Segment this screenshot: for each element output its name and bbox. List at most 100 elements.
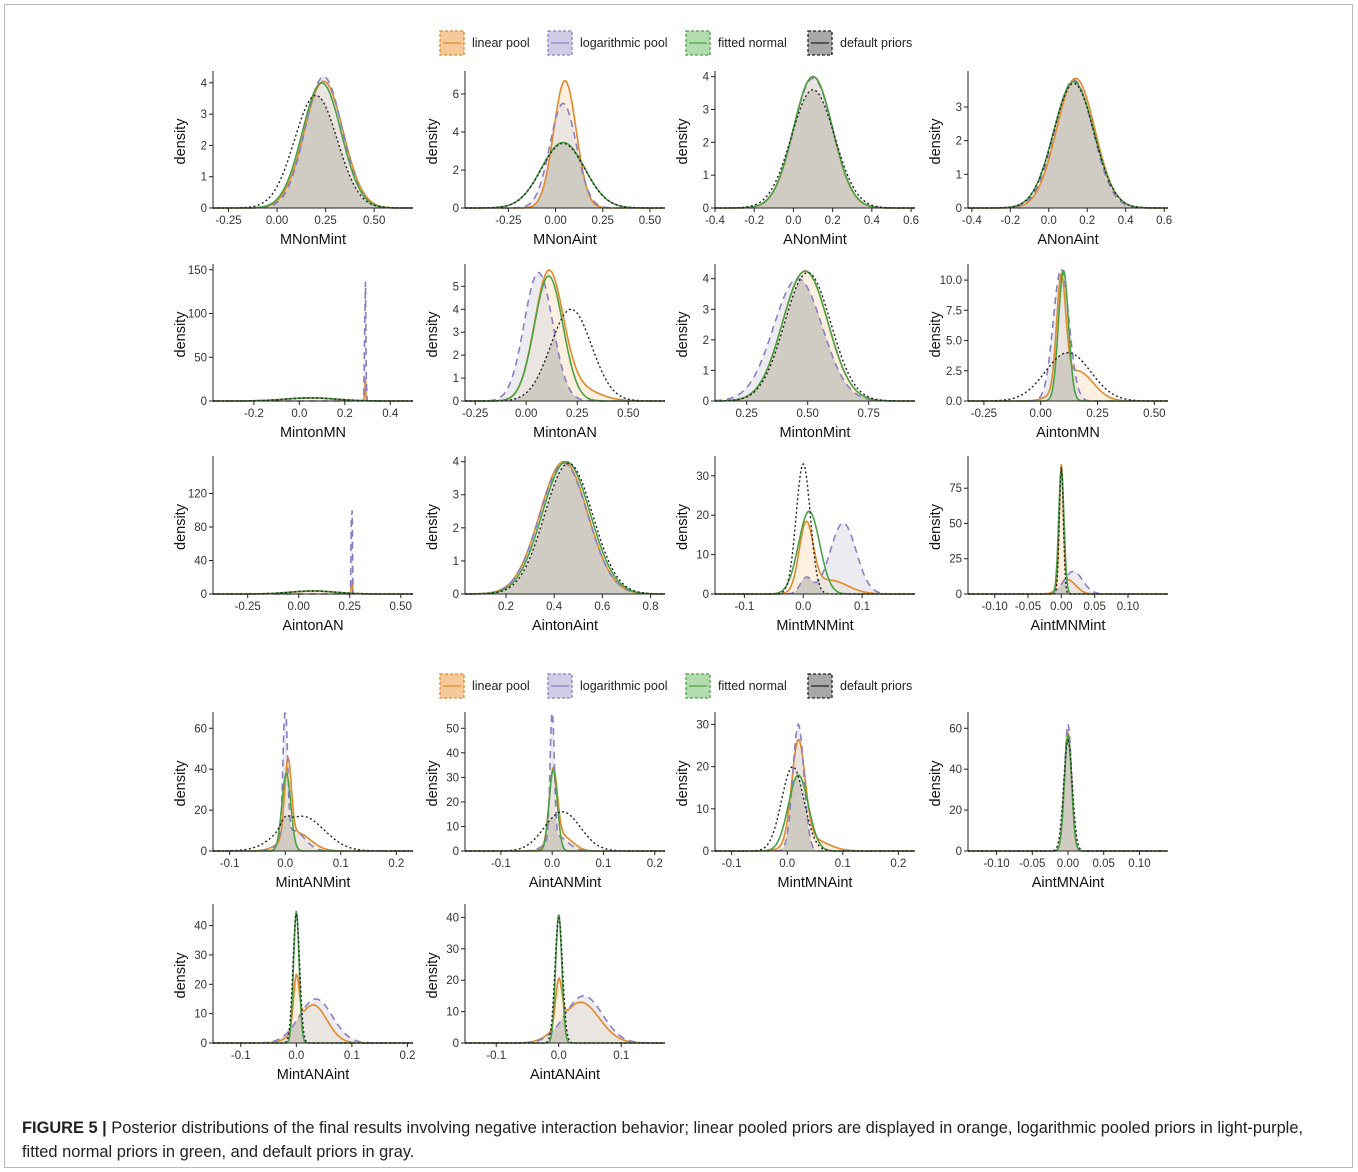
y-tick-label: 100 — [188, 309, 207, 321]
panel-MintonMN: 0 50 100 150 -0.2 0.0 0.2 0.4 MintonMN density — [173, 264, 413, 441]
y-tick-label: 40 — [194, 921, 207, 933]
line-logarithmic-pool — [715, 522, 915, 595]
x-tick-label: 0.25 — [1086, 408, 1108, 420]
x-tick-label: -0.25 — [971, 408, 997, 420]
x-axis-label: AintMNMint — [1031, 618, 1106, 634]
x-tick-label: 0.00 — [1030, 408, 1052, 420]
y-tick-label: 75 — [949, 483, 962, 495]
area-linear-pool — [465, 978, 665, 1043]
y-tick-label: 80 — [194, 522, 207, 534]
y-tick-label: 2 — [201, 140, 207, 152]
line-default-priors — [715, 766, 915, 852]
y-tick-label: 2 — [453, 350, 459, 362]
y-axis-label: density — [425, 118, 441, 165]
y-tick-label: 7.5 — [946, 305, 962, 317]
panel-AintANMint: 0 10 20 30 40 50 -0.1 0.0 0.1 0.2 AintANMint densit… — [425, 712, 665, 891]
y-tick-label: 20 — [696, 762, 709, 774]
x-axis-label: MintMNAint — [778, 875, 853, 891]
y-tick-label: 4 — [453, 457, 460, 469]
panel-MintANAint: 0 10 20 30 40 -0.1 0.0 0.1 0.2 MintANAint density — [173, 904, 415, 1083]
x-tick-label: -0.10 — [983, 858, 1009, 870]
y-tick-label: 2.5 — [946, 366, 962, 378]
y-axis-label: density — [425, 760, 441, 807]
y-tick-label: 20 — [194, 805, 207, 817]
y-tick-label: 0 — [201, 203, 207, 215]
x-tick-label: 0.50 — [639, 215, 661, 227]
caption-label: FIGURE 5 | — [22, 1119, 107, 1137]
x-tick-label: -0.05 — [1015, 601, 1041, 613]
x-tick-label: 0.00 — [1050, 601, 1072, 613]
line-fitted-normal — [465, 460, 665, 595]
figure-frame — [4, 4, 1353, 1168]
x-axis-label: AintANAint — [530, 1067, 600, 1083]
x-tick-label: 0.50 — [390, 601, 412, 613]
x-axis-label: MintMNMint — [776, 618, 853, 634]
x-tick-label: 0.6 — [594, 601, 610, 613]
y-tick-label: 0 — [703, 589, 709, 601]
x-tick-label: -0.1 — [491, 858, 511, 870]
x-tick-label: 0.0 — [291, 408, 307, 420]
x-tick-label: 0.4 — [864, 215, 881, 227]
area-overlap — [715, 89, 915, 208]
y-tick-label: 10 — [446, 1007, 459, 1019]
x-tick-label: 0.1 — [854, 601, 870, 613]
line-logarithmic-pool — [213, 281, 413, 402]
figure-panels: linear pool logarithmic pool fitted normal… — [173, 30, 1172, 1083]
legend-label-4: default priors — [840, 36, 912, 50]
legend-1: linear pool logarithmic pool fitted normal… — [439, 30, 912, 56]
area-overlap — [968, 740, 1168, 851]
x-axis-label: MintonAN — [533, 425, 597, 441]
legend-label-1: linear pool — [472, 679, 530, 693]
y-tick-label: 4 — [453, 127, 460, 139]
line-default-priors — [465, 462, 666, 595]
y-tick-label: 2 — [703, 335, 709, 347]
x-tick-label: -0.1 — [231, 1050, 251, 1062]
y-tick-label: 40 — [194, 556, 207, 568]
x-tick-label: 0.0 — [551, 1050, 567, 1062]
y-tick-label: 1 — [703, 170, 709, 182]
x-tick-label: 0.75 — [857, 408, 879, 420]
y-tick-label: 10 — [446, 821, 459, 833]
x-axis-label: ANonAint — [1037, 232, 1098, 248]
y-tick-label: 5.0 — [946, 336, 962, 348]
x-tick-label: 0.00 — [1057, 858, 1079, 870]
legend-label-3: fitted normal — [718, 679, 787, 693]
panel-MintonAN: 0 1 2 3 4 5 -0.25 0.00 0.25 0.50 MintonAN density — [425, 264, 665, 441]
y-tick-label: 10.0 — [940, 275, 962, 287]
y-tick-label: 30 — [446, 944, 459, 956]
panel-ANonAint: 0 1 2 3 -0.4 -0.2 0.0 0.2 0.4 0.6 ANonAint density — [928, 71, 1172, 248]
y-tick-label: 40 — [194, 764, 207, 776]
line-linear-pool — [213, 755, 413, 852]
x-tick-label: -0.1 — [722, 858, 742, 870]
x-axis-label: AintonAN — [282, 618, 343, 634]
x-tick-label: 0.2 — [399, 1050, 415, 1062]
x-tick-label: 0.00 — [288, 601, 310, 613]
y-tick-label: 4 — [703, 274, 710, 286]
y-tick-label: 1 — [956, 169, 962, 181]
legend-label-4: default priors — [840, 679, 912, 693]
x-tick-label: 0.0 — [277, 858, 293, 870]
y-tick-label: 0 — [703, 203, 709, 215]
x-axis-label: MintANAint — [277, 1067, 350, 1083]
x-axis-label: AintMNAint — [1032, 875, 1105, 891]
y-axis-label: density — [173, 311, 189, 358]
x-axis-label: AintANMint — [529, 875, 602, 891]
y-tick-label: 25 — [949, 554, 962, 566]
y-axis-label: density — [425, 503, 441, 550]
y-tick-label: 2 — [453, 165, 459, 177]
y-tick-label: 0.0 — [946, 396, 962, 408]
y-tick-label: 3 — [956, 102, 962, 114]
y-tick-label: 1 — [453, 556, 459, 568]
x-tick-label: 0.4 — [382, 408, 399, 420]
x-axis-label: MNonMint — [280, 232, 346, 248]
line-default-priors — [213, 814, 413, 852]
area-logarithmic-pool — [213, 999, 413, 1043]
x-tick-label: -0.25 — [495, 215, 521, 227]
y-tick-label: 0 — [453, 589, 459, 601]
y-tick-label: 3 — [201, 109, 207, 121]
panel-MNonMint: 0 1 2 3 4 -0.25 0.00 0.25 0.50 MNonMint density — [173, 71, 413, 248]
panel-ANonMint: 0 1 2 3 4 -0.4 -0.2 0.0 0.2 0.4 0.6 ANonMint density — [675, 71, 919, 248]
x-axis-label: AintonAint — [532, 618, 598, 634]
x-tick-label: 0.1 — [333, 858, 349, 870]
y-axis-label: density — [675, 311, 691, 358]
